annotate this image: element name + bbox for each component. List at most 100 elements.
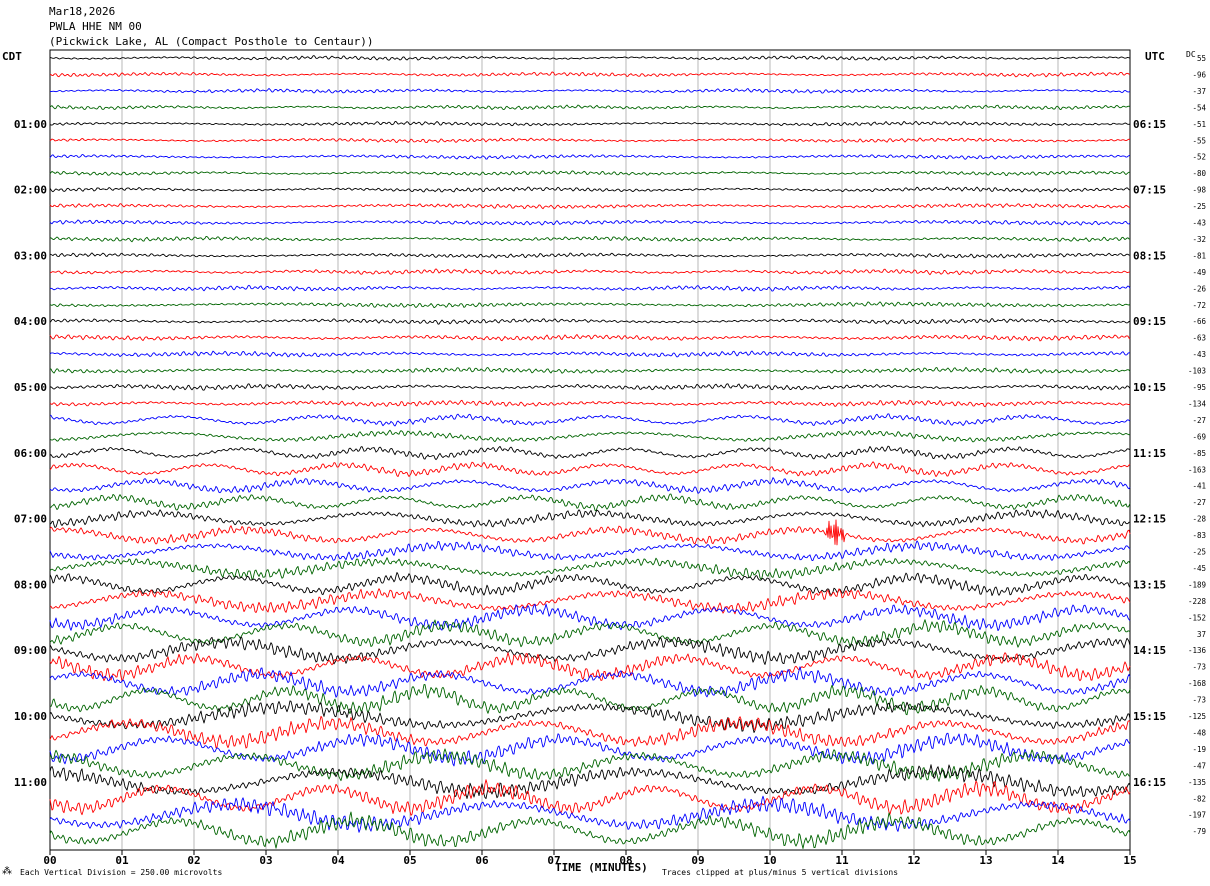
dc-offset-label: -96 <box>1192 70 1206 79</box>
x-tick-label: 11 <box>835 854 849 867</box>
station-mark-icon: ⁂ <box>2 866 12 877</box>
seismic-trace <box>49 170 1131 177</box>
station-label: PWLA HHE NM 00 <box>49 20 142 33</box>
cdt-hour-label: 10:00 <box>14 710 47 723</box>
dc-offset-label: -43 <box>1192 219 1206 228</box>
seismic-trace <box>50 87 1131 94</box>
dc-offset-label: -134 <box>1188 399 1207 408</box>
dc-offset-label: -63 <box>1192 334 1206 343</box>
seismic-trace <box>49 252 1131 259</box>
cdt-hour-label: 11:00 <box>14 776 47 789</box>
seismic-trace <box>49 350 1131 358</box>
seismic-trace <box>49 764 1131 800</box>
dc-offset-label: -28 <box>1192 515 1206 524</box>
dc-offset-label: -163 <box>1188 465 1206 474</box>
seismic-trace <box>49 732 1131 767</box>
seismic-trace <box>49 55 1131 61</box>
seismic-trace <box>49 715 1131 749</box>
dc-offset-label: -49 <box>1192 268 1206 277</box>
seismic-trace <box>49 795 1131 833</box>
utc-hour-label: 10:15 <box>1133 381 1166 394</box>
utc-hour-label: 08:15 <box>1133 249 1166 262</box>
seismic-trace <box>49 203 1131 210</box>
x-tick-label: 07 <box>547 854 560 867</box>
utc-hour-label: 15:15 <box>1133 710 1166 723</box>
dc-offset-label: -228 <box>1188 597 1207 606</box>
seismic-trace <box>49 137 1131 144</box>
dc-offset-label: -197 <box>1188 811 1206 820</box>
dc-offset-label: -95 <box>1192 383 1206 392</box>
dc-offset-label: -168 <box>1188 679 1207 688</box>
right-timezone-label: UTC <box>1145 50 1165 63</box>
left-timezone-label: CDT <box>2 50 22 63</box>
seismic-trace <box>49 509 1131 528</box>
dc-offset-label: -66 <box>1192 317 1206 326</box>
dc-offset-label: -37 <box>1192 87 1206 96</box>
cdt-hour-label: 03:00 <box>14 249 47 262</box>
cdt-hour-label: 04:00 <box>14 315 47 328</box>
seismic-trace <box>49 461 1131 478</box>
seismic-trace <box>49 334 1131 342</box>
x-tick-label: 01 <box>115 854 129 867</box>
dc-offset-label: -55 <box>1192 136 1206 145</box>
seismic-trace <box>49 219 1131 226</box>
seismic-trace <box>49 104 1131 111</box>
x-tick-label: 02 <box>187 854 200 867</box>
seismic-trace <box>49 268 1131 276</box>
dc-offset-label: -73 <box>1192 696 1206 705</box>
dc-offset-label: -45 <box>1192 564 1206 573</box>
dc-offset-label: -79 <box>1192 827 1206 836</box>
seismic-trace <box>49 572 1131 596</box>
x-tick-label: 14 <box>1051 854 1065 867</box>
dc-offset-label: -19 <box>1192 745 1206 754</box>
x-tick-label: 05 <box>403 854 416 867</box>
seismic-trace <box>49 429 1131 443</box>
utc-hour-label: 14:15 <box>1133 644 1166 657</box>
dc-offset-label: -125 <box>1188 712 1206 721</box>
utc-hour-label: 11:15 <box>1133 447 1166 460</box>
utc-hour-label: 12:15 <box>1133 513 1166 526</box>
plot-frame <box>49 49 1131 851</box>
x-tick-label: 08 <box>619 854 632 867</box>
seismic-trace <box>49 540 1131 561</box>
dc-offset-label: -26 <box>1192 284 1206 293</box>
seismic-trace <box>49 557 1131 580</box>
cdt-hour-label: 07:00 <box>14 513 47 526</box>
utc-hour-label: 06:15 <box>1133 118 1166 131</box>
dc-offset-label: -43 <box>1192 350 1206 359</box>
seismic-trace <box>49 235 1131 243</box>
cdt-hour-label: 02:00 <box>14 184 47 197</box>
x-tick-label: 03 <box>259 854 272 867</box>
seismic-trace <box>49 301 1131 309</box>
dc-offset-label: -51 <box>1192 120 1206 129</box>
seismic-trace <box>49 588 1131 615</box>
seismic-trace <box>49 366 1131 374</box>
dc-offset-label: 55 <box>1197 54 1206 63</box>
dc-offset-label: -135 <box>1188 778 1206 787</box>
dc-offset-label: -27 <box>1192 416 1206 425</box>
dc-offset-label: -103 <box>1188 367 1206 376</box>
x-tick-label: 04 <box>331 854 345 867</box>
dc-offset-label: -72 <box>1192 301 1206 310</box>
seismic-trace <box>49 603 1131 632</box>
dc-offset-label: -25 <box>1192 548 1206 557</box>
seismic-trace <box>49 445 1131 461</box>
seismic-trace <box>49 748 1131 782</box>
seismic-trace <box>49 684 1131 716</box>
seismic-trace <box>49 666 1131 698</box>
cdt-hour-label: 01:00 <box>14 118 47 131</box>
dc-offset-label: -189 <box>1188 580 1206 589</box>
seismic-trace <box>49 399 1131 408</box>
x-tick-label: 09 <box>691 854 704 867</box>
x-tick-label: 06 <box>475 854 489 867</box>
date-label: Mar18,2026 <box>49 5 116 18</box>
dc-offset-label: -80 <box>1192 169 1206 178</box>
dc-offset-label: -82 <box>1192 794 1206 803</box>
seismic-trace <box>49 383 1131 391</box>
scale-note: Each Vertical Division = 250.00 microvol… <box>20 868 223 877</box>
cdt-hour-label: 09:00 <box>14 644 47 657</box>
seismic-trace <box>49 477 1131 494</box>
x-tick-label: 13 <box>979 854 992 867</box>
